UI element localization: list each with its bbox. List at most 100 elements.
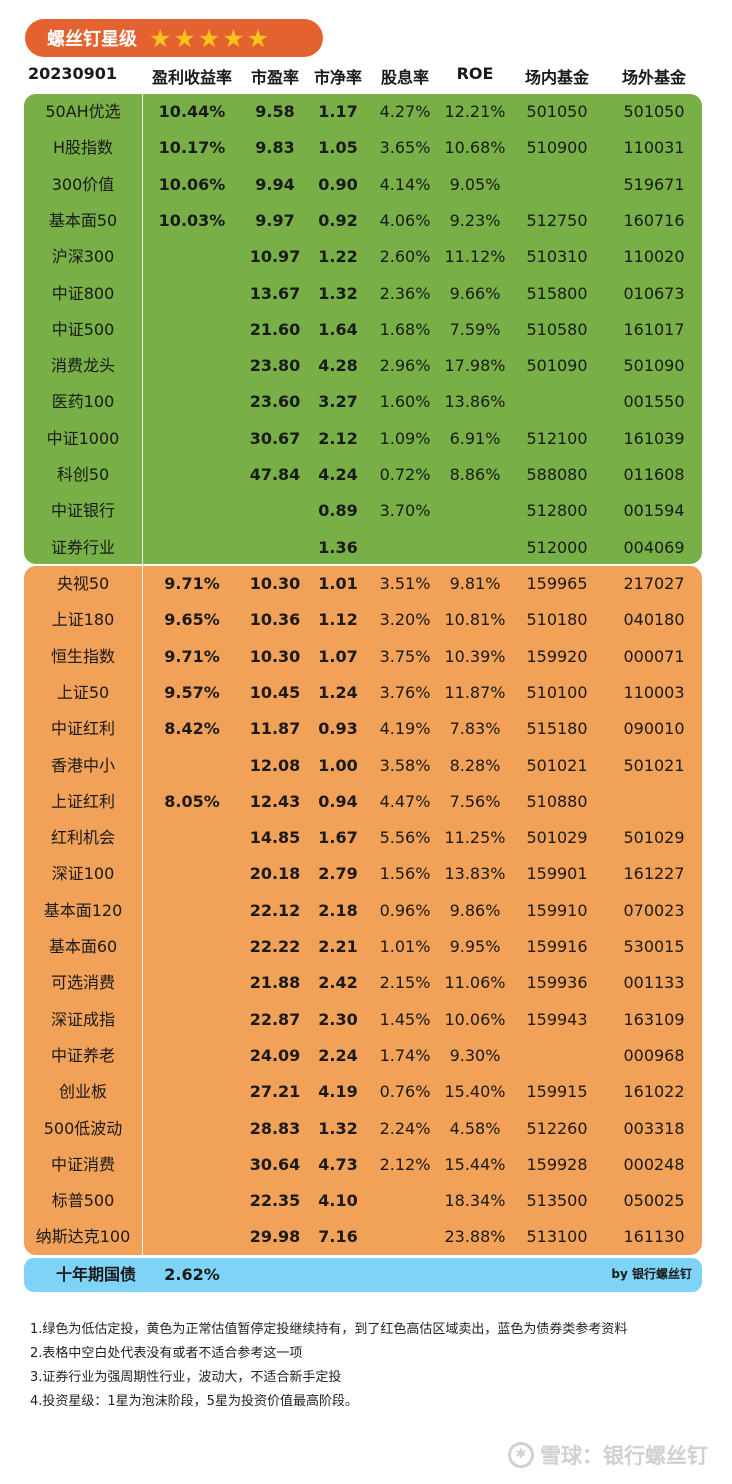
earnings-yield bbox=[142, 312, 242, 348]
roe-value bbox=[440, 530, 510, 566]
dividend-yield: 3.70% bbox=[379, 501, 431, 521]
dividend-yield: 1.56% bbox=[379, 864, 431, 884]
etf-code: 588080 bbox=[526, 465, 588, 484]
table-header: 20230901 盈利收益率 市盈率 市净率 股息率 ROE 场内基金 场外基金 bbox=[0, 64, 732, 90]
earnings-yield bbox=[142, 348, 242, 384]
bond-section bbox=[24, 1258, 702, 1292]
otc-fund-code: 040180 bbox=[623, 610, 685, 630]
dividend-yield: 2.15% bbox=[379, 973, 431, 993]
pb-ratio: 1.67 bbox=[318, 828, 358, 848]
table-row: 300价值 10.06% 9.94 0.90 4.14% 9.05% 519671 bbox=[0, 167, 732, 203]
pb-ratio: 1.05 bbox=[318, 138, 358, 158]
etf-code: 159910 bbox=[526, 900, 588, 920]
roe-value: 8.86% bbox=[449, 465, 501, 484]
pb-ratio: 4.10 bbox=[318, 1191, 358, 1211]
roe-value: 9.05% bbox=[449, 174, 501, 194]
fair-value-section bbox=[24, 566, 702, 1255]
table-row: 深证成指 22.87 2.30 1.45% 10.06% 159943 163109 bbox=[0, 1002, 732, 1038]
dividend-yield: 3.65% bbox=[379, 138, 431, 158]
table-row: 创业板 27.21 4.19 0.76% 15.40% 159915 161022 bbox=[0, 1074, 732, 1110]
otc-fund-code: 001550 bbox=[623, 392, 685, 412]
dividend-yield: 4.27% bbox=[379, 102, 431, 121]
pb-ratio: 0.93 bbox=[318, 719, 358, 739]
earnings-yield: 9.57% bbox=[164, 682, 220, 702]
dividend-yield: 5.56% bbox=[379, 828, 431, 848]
index-name: 医药100 bbox=[51, 392, 115, 412]
etf-code bbox=[514, 1038, 600, 1074]
table-row: 纳斯达克100 29.98 7.16 23.88% 513100 161130 bbox=[0, 1219, 732, 1255]
pb-ratio: 4.19 bbox=[318, 1082, 358, 1102]
roe-value: 10.39% bbox=[444, 646, 506, 666]
earnings-yield bbox=[142, 893, 242, 929]
roe-value: 7.59% bbox=[449, 319, 501, 339]
header-date: 20230901 bbox=[28, 64, 118, 83]
otc-fund-code: 003318 bbox=[623, 1118, 685, 1138]
index-name: 深证100 bbox=[51, 864, 115, 884]
pe-ratio: 9.97 bbox=[255, 210, 295, 230]
dividend-yield: 3.20% bbox=[379, 610, 431, 630]
roe-value: 6.91% bbox=[449, 428, 501, 448]
index-name: 基本面120 bbox=[43, 900, 123, 920]
earnings-yield: 8.05% bbox=[164, 791, 220, 811]
pb-ratio: 1.36 bbox=[318, 537, 358, 557]
earnings-yield bbox=[142, 1219, 242, 1255]
earnings-yield: 10.03% bbox=[158, 210, 226, 230]
pb-ratio: 0.90 bbox=[318, 174, 358, 194]
otc-fund-code: 010673 bbox=[623, 283, 685, 303]
etf-code: 501050 bbox=[526, 102, 588, 121]
etf-code: 159916 bbox=[526, 937, 588, 956]
pe-ratio: 9.94 bbox=[255, 174, 295, 194]
dividend-yield: 2.96% bbox=[379, 356, 431, 376]
earnings-yield bbox=[142, 384, 242, 420]
etf-code: 510580 bbox=[526, 319, 588, 339]
star-icon: ★ bbox=[173, 23, 196, 53]
watermark: ✱ 雪球：银行螺丝钉 bbox=[508, 1440, 708, 1470]
pb-ratio: 2.30 bbox=[318, 1009, 358, 1029]
pe-ratio: 10.30 bbox=[249, 574, 301, 593]
earnings-yield bbox=[142, 929, 242, 965]
roe-value: 11.12% bbox=[444, 247, 506, 267]
dividend-yield: 2.36% bbox=[379, 283, 431, 303]
pb-ratio: 1.12 bbox=[318, 610, 358, 630]
earnings-yield: 10.44% bbox=[158, 102, 226, 121]
etf-code: 513500 bbox=[526, 1191, 588, 1211]
header-dividend: 股息率 bbox=[380, 68, 429, 87]
column-divider bbox=[142, 566, 143, 1255]
star-icon: ★ bbox=[149, 23, 172, 53]
dividend-yield: 2.24% bbox=[379, 1118, 431, 1138]
index-name: H股指数 bbox=[52, 138, 114, 158]
footnote: 4.投资星级：1星为泡沫阶段，5星为投资价值最高阶段。 bbox=[30, 1394, 358, 1409]
pb-ratio: 1.01 bbox=[318, 574, 358, 593]
pb-ratio: 1.32 bbox=[318, 283, 358, 303]
header-pb: 市净率 bbox=[313, 68, 362, 87]
table-row: 香港中小 12.08 1.00 3.58% 8.28% 501021 501021 bbox=[0, 748, 732, 784]
pe-ratio: 24.09 bbox=[249, 1045, 301, 1065]
table-row: 中证1000 30.67 2.12 1.09% 6.91% 512100 161039 bbox=[0, 421, 732, 457]
pe-ratio: 11.87 bbox=[249, 719, 301, 739]
pe-ratio: 9.58 bbox=[255, 102, 295, 121]
index-name: 中证红利 bbox=[50, 719, 115, 739]
pe-ratio: 12.43 bbox=[249, 791, 301, 811]
footnote: 2.表格中空白处代表没有或者不适合参考这一项 bbox=[30, 1346, 303, 1361]
index-name: 创业板 bbox=[58, 1082, 107, 1102]
table-row: 医药100 23.60 3.27 1.60% 13.86% 001550 bbox=[0, 384, 732, 420]
etf-code: 512800 bbox=[526, 501, 588, 521]
pe-ratio: 27.21 bbox=[249, 1082, 301, 1102]
pe-ratio: 47.84 bbox=[249, 465, 301, 484]
footnote: 1.绿色为低估定投，黄色为正常估值暂停定投继续持有，到了红色高估区域卖出，蓝色为… bbox=[30, 1322, 628, 1337]
pe-ratio: 30.64 bbox=[249, 1154, 301, 1174]
pe-ratio bbox=[246, 530, 304, 566]
dividend-yield: 1.01% bbox=[379, 937, 431, 956]
earnings-yield bbox=[142, 1183, 242, 1219]
earnings-yield bbox=[142, 856, 242, 892]
index-name: 香港中小 bbox=[50, 755, 115, 775]
pe-ratio bbox=[246, 493, 304, 529]
pe-ratio: 9.83 bbox=[255, 138, 295, 158]
dividend-yield: 4.19% bbox=[379, 719, 431, 739]
pb-ratio: 0.92 bbox=[318, 210, 358, 230]
table-row: 上证红利 8.05% 12.43 0.94 4.47% 7.56% 510880 bbox=[0, 784, 732, 820]
index-name: 上证180 bbox=[51, 610, 115, 630]
roe-value: 9.66% bbox=[449, 283, 501, 303]
otc-fund-code: 501021 bbox=[623, 755, 685, 775]
roe-value: 17.98% bbox=[444, 356, 506, 376]
